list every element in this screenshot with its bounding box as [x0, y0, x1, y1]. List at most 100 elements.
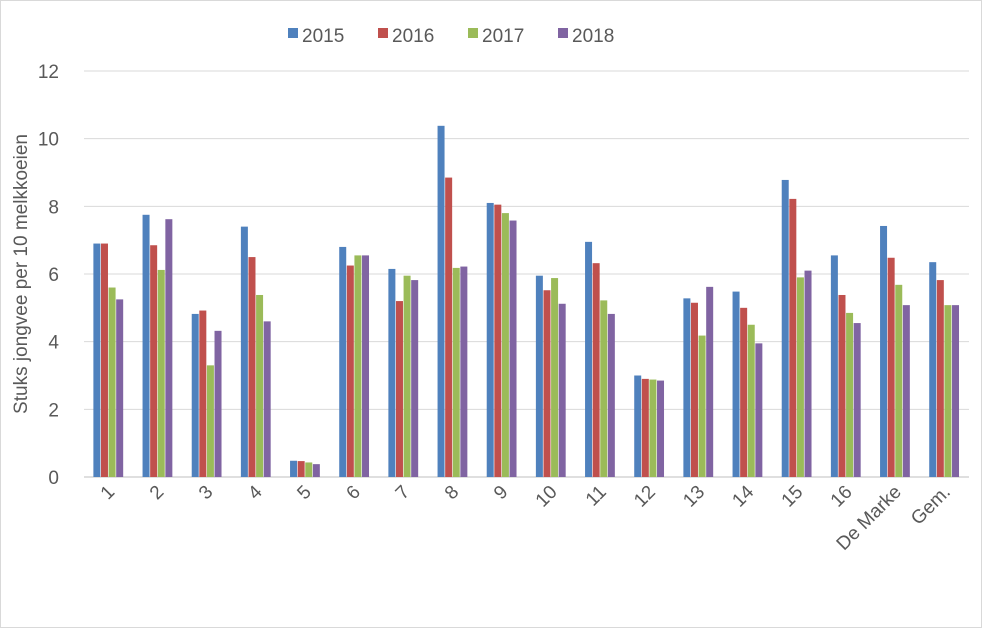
- bar-2017-12: [649, 379, 657, 477]
- bar-2018-9: [509, 220, 517, 478]
- bar-2015-gem-: [929, 262, 937, 477]
- bar-2015-2: [142, 214, 150, 478]
- y-tick-label: 8: [48, 197, 59, 218]
- bar-2015-15: [781, 179, 789, 477]
- bar-2015-3: [191, 313, 199, 477]
- bar-2016-1: [100, 243, 108, 477]
- bar-2017-5: [305, 462, 313, 477]
- bar-2015-11: [585, 241, 593, 477]
- bar-2017-15: [796, 277, 804, 477]
- bar-2015-16: [830, 255, 838, 477]
- legend-label: 2016: [392, 26, 434, 47]
- bar-2016-5: [297, 461, 305, 477]
- legend: 2015 2016 2017 2018: [288, 26, 614, 47]
- bar-2015-de-marke: [880, 225, 888, 477]
- bar-2016-12: [641, 378, 649, 477]
- x-tick-label: 2: [146, 482, 168, 504]
- bar-2018-de-marke: [902, 305, 910, 477]
- x-tick-label: 15: [778, 482, 808, 512]
- bar-2016-7: [395, 301, 403, 477]
- y-tick-label: 12: [38, 62, 59, 83]
- bar-2018-6: [362, 255, 370, 477]
- bar-2018-13: [706, 286, 714, 477]
- bar-2016-4: [248, 257, 256, 477]
- bar-2018-3: [214, 330, 222, 477]
- bar-2015-4: [240, 226, 248, 477]
- legend-swatch: [468, 28, 478, 38]
- bar-2018-15: [804, 270, 812, 477]
- x-tick-label: 11: [582, 482, 611, 511]
- legend-swatch: [378, 28, 388, 38]
- bar-2016-de-marke: [887, 257, 895, 477]
- bar-2016-9: [494, 204, 502, 477]
- gridlines: [84, 70, 969, 478]
- bar-2016-10: [543, 290, 551, 477]
- bar-2017-11: [600, 300, 608, 477]
- bar-2016-8: [445, 177, 453, 477]
- bar-2018-2: [165, 219, 173, 477]
- y-tick-label: 10: [38, 130, 59, 151]
- bar-2015-6: [339, 246, 347, 477]
- bar-2016-gem-: [936, 280, 944, 477]
- x-tick-label: 8: [441, 482, 463, 504]
- x-tick-label: 12: [630, 482, 660, 512]
- y-tick-label: 0: [48, 468, 59, 489]
- bar-2015-12: [634, 375, 642, 477]
- bar-2018-16: [853, 323, 861, 477]
- bar-2016-16: [838, 294, 846, 477]
- x-tick-label: 6: [343, 482, 365, 504]
- bar-2017-10: [551, 278, 559, 477]
- y-tick-label: 4: [48, 333, 59, 354]
- bar-2018-7: [411, 280, 419, 477]
- y-axis-label: Stuks jongvee per 10 melkkoeien: [11, 134, 32, 414]
- bar-2016-3: [199, 310, 207, 477]
- y-axis-ticks: 0 2 4 6 8 10 12: [38, 62, 60, 489]
- bar-2017-8: [452, 267, 460, 477]
- x-tick-label: 4: [244, 481, 267, 504]
- legend-label: 2017: [482, 26, 524, 47]
- x-tick-label: 9: [490, 482, 512, 504]
- y-tick-label: 6: [48, 265, 59, 286]
- bar-2018-4: [263, 321, 271, 477]
- legend-label: 2015: [302, 26, 344, 47]
- bar-2016-2: [150, 245, 158, 477]
- legend-label: 2018: [572, 26, 614, 47]
- bar-2016-15: [789, 198, 797, 477]
- bar-2015-8: [437, 125, 445, 477]
- bars: [93, 125, 960, 478]
- bar-2015-14: [732, 291, 740, 477]
- bar-2018-5: [312, 464, 320, 477]
- bar-2016-6: [346, 265, 354, 477]
- bar-2016-13: [690, 302, 698, 477]
- bar-2015-13: [683, 298, 691, 477]
- legend-swatch: [558, 28, 568, 38]
- x-tick-label: 10: [532, 482, 562, 512]
- bar-2015-5: [290, 460, 298, 477]
- bar-2017-7: [403, 275, 411, 477]
- bar-2015-7: [388, 268, 396, 477]
- bar-2018-10: [558, 303, 566, 477]
- bar-2018-1: [116, 299, 124, 478]
- x-tick-label: 13: [679, 482, 709, 512]
- bar-2018-8: [460, 266, 468, 477]
- bar-2017-9: [501, 213, 509, 477]
- x-tick-label: 1: [97, 482, 119, 504]
- x-tick-label: 14: [728, 481, 758, 511]
- bar-2017-3: [206, 365, 214, 477]
- x-tick-label: Gem.: [907, 482, 955, 530]
- x-tick-label: 16: [827, 482, 857, 512]
- bar-2018-14: [755, 343, 763, 477]
- bar-2017-13: [698, 335, 706, 477]
- bar-2015-10: [535, 275, 543, 477]
- bar-2017-1: [108, 287, 116, 477]
- bar-2015-1: [93, 243, 101, 477]
- bar-2017-16: [846, 312, 854, 477]
- bar-2017-gem-: [944, 305, 952, 477]
- bar-2017-2: [157, 269, 165, 477]
- x-tick-label: 3: [195, 482, 217, 504]
- bar-2016-14: [740, 307, 748, 477]
- y-tick-label: 2: [48, 400, 59, 421]
